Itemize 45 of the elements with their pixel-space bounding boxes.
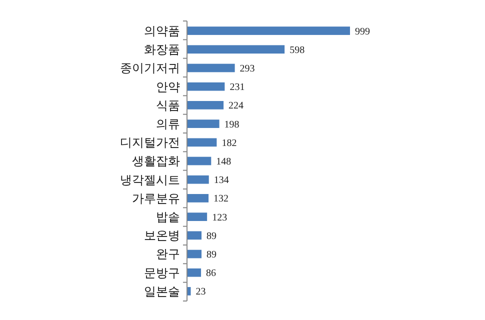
data-label: 198 (224, 119, 240, 130)
bar (187, 194, 209, 202)
data-label: 293 (240, 63, 255, 74)
data-label: 148 (216, 156, 232, 168)
y-tick-label: 의류 (156, 116, 180, 131)
bar (187, 138, 217, 147)
y-tick-label: 종이기저귀 (120, 61, 180, 76)
bar (187, 212, 208, 221)
y-tick-label: 완구 (156, 247, 180, 262)
y-tick-label: 보온병 (144, 228, 180, 243)
y-tick-label: 밥솥 (156, 210, 180, 224)
bar (187, 120, 220, 128)
data-label: 231 (230, 82, 245, 94)
data-label: 224 (228, 100, 244, 112)
y-tick-label: 일본술 (144, 284, 180, 298)
bar (187, 250, 202, 258)
data-label: 89 (206, 230, 217, 242)
bar (187, 287, 191, 296)
y-tick-label: 문방구 (144, 266, 180, 280)
data-label: 123 (212, 212, 228, 224)
y-tick-label: 안약 (156, 80, 180, 94)
bar (187, 175, 209, 184)
y-tick-label: 가루분유 (132, 191, 180, 206)
y-tick-label: 식품 (156, 98, 180, 112)
data-label: 89 (206, 250, 217, 261)
bar (187, 231, 202, 240)
bar (187, 156, 212, 166)
y-tick-label: 디지털가전 (120, 136, 180, 150)
bar (187, 45, 285, 54)
data-label: 134 (214, 175, 229, 186)
data-label: 598 (290, 44, 305, 56)
data-label: 86 (206, 268, 216, 280)
bar (187, 268, 202, 277)
y-tick-label: 화장품 (144, 42, 180, 57)
data-label: 182 (222, 138, 237, 149)
y-tick-label: 생활잡화 (132, 154, 180, 168)
data-label: 132 (214, 194, 229, 205)
data-label: 23 (196, 286, 206, 298)
y-tick-label: 의약품 (144, 24, 180, 38)
y-tick-label: 냉각젤시트 (120, 172, 180, 187)
bar (187, 82, 225, 91)
data-label: 999 (355, 26, 370, 38)
bar (187, 64, 235, 72)
bar (187, 101, 224, 110)
bar (187, 26, 350, 35)
